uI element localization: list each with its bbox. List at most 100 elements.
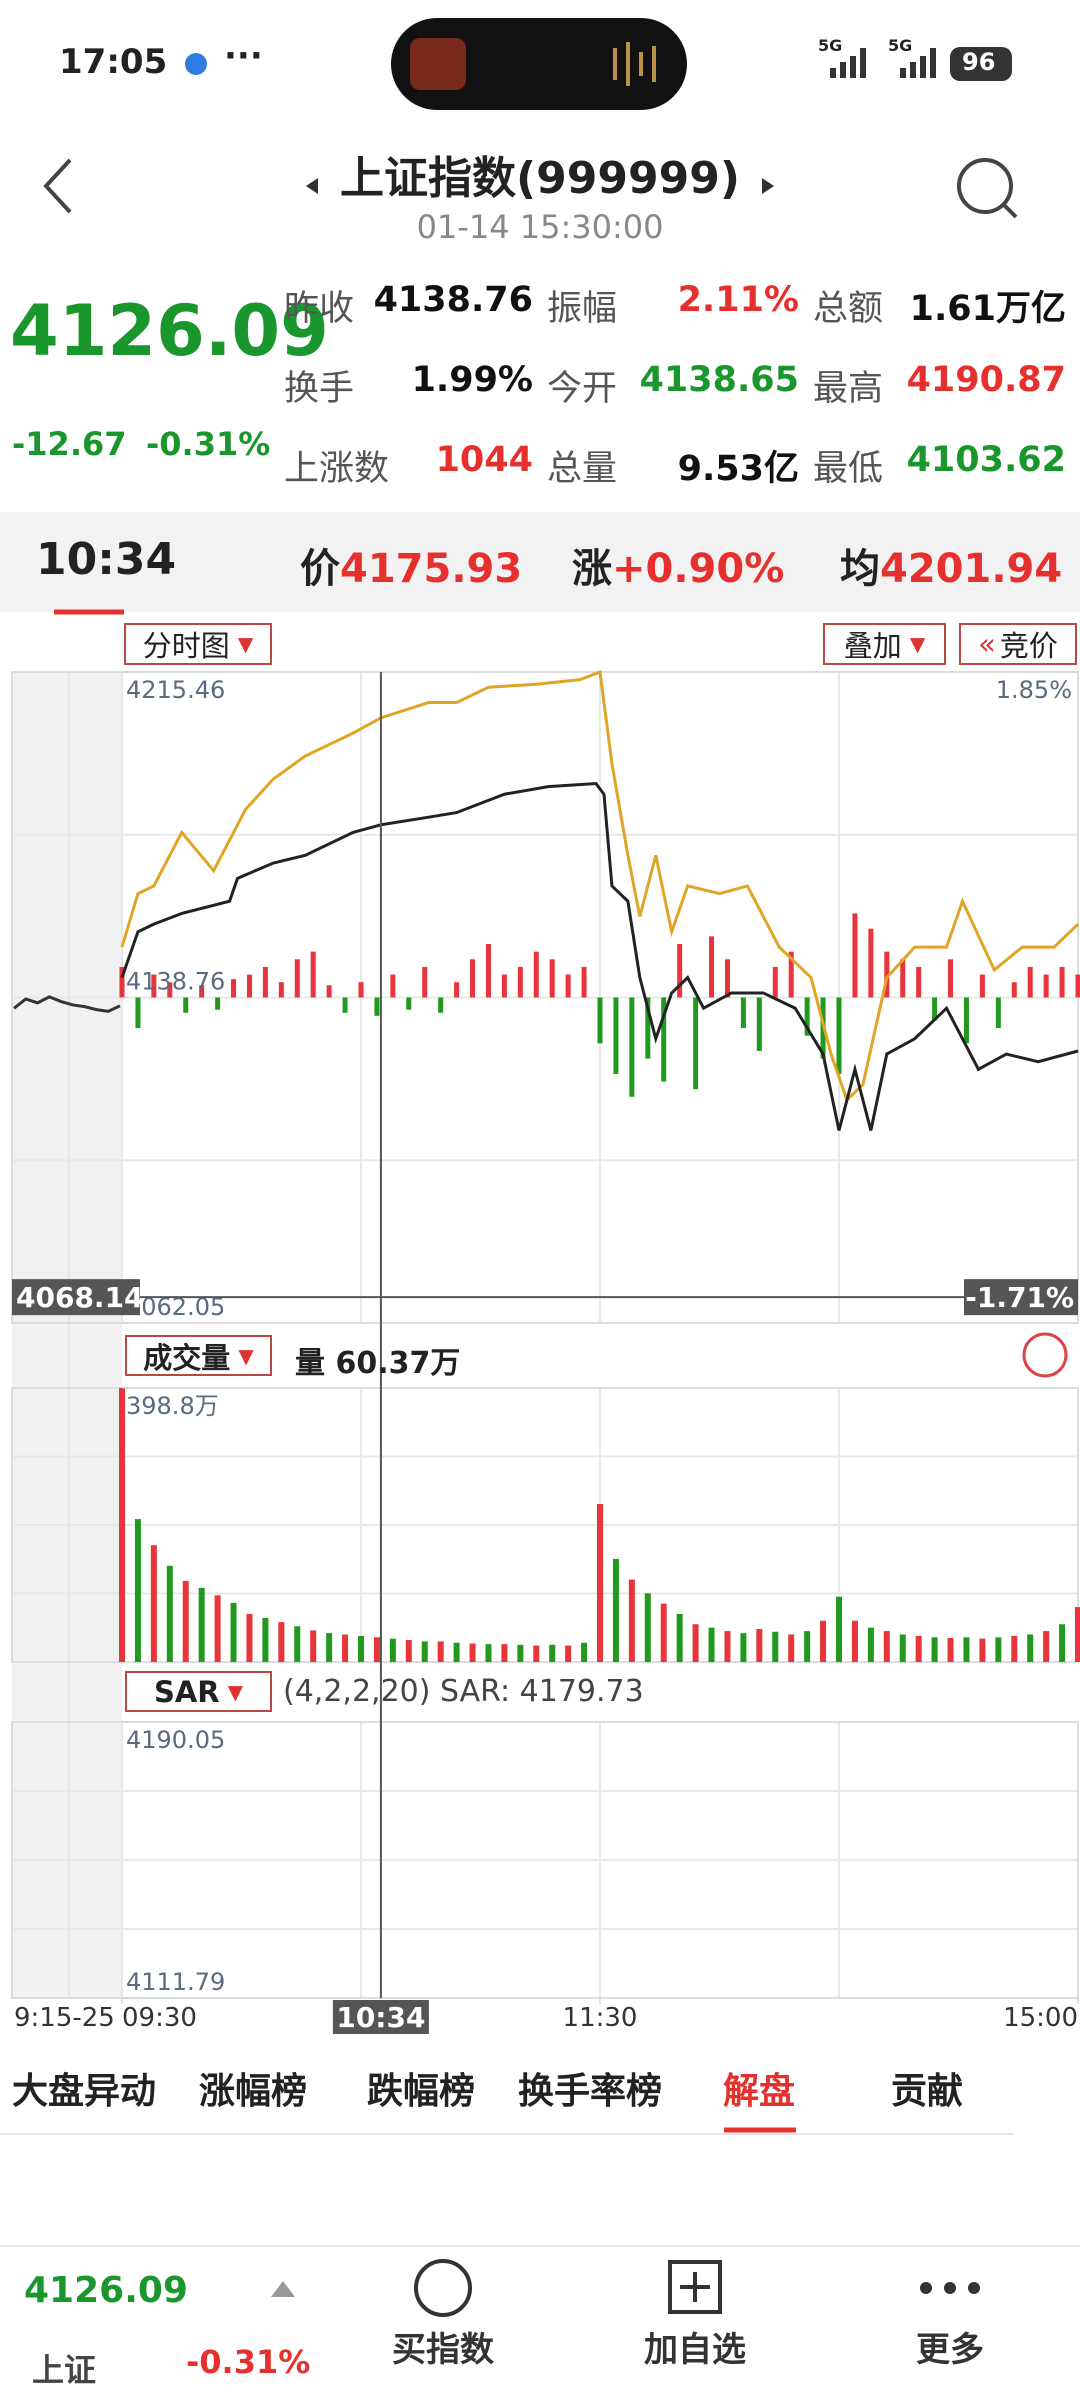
change-bar xyxy=(836,997,842,1074)
change-bar xyxy=(597,997,603,1044)
volume-mode[interactable]: 成交量 ▼ xyxy=(125,1335,272,1376)
field-value: 4103.62 xyxy=(906,440,1066,480)
volume-bar xyxy=(724,1631,731,1662)
change-bar xyxy=(1027,966,1033,998)
change-bar xyxy=(501,974,507,998)
status-dots: ··· xyxy=(224,36,263,76)
change-bar xyxy=(422,966,428,998)
field-value: 4138.76 xyxy=(373,280,533,320)
network: 5G xyxy=(818,36,843,55)
prev-arrow[interactable] xyxy=(306,178,318,194)
change-bar xyxy=(438,997,444,1013)
add-icon[interactable] xyxy=(668,2260,722,2314)
x-tick-label: 15:00 xyxy=(1003,2003,1078,2033)
indicator-mode[interactable]: SAR ▼ xyxy=(125,1671,272,1712)
volume-bar xyxy=(676,1613,683,1662)
volume-bar xyxy=(246,1613,253,1662)
volume-bar xyxy=(119,1388,125,1662)
footer-name: 上证 xyxy=(32,2351,97,2389)
change-bar xyxy=(565,974,571,998)
search-handle xyxy=(1002,203,1018,219)
field-value: 2.11% xyxy=(677,280,799,320)
change-bar xyxy=(167,982,173,998)
volume-bar xyxy=(453,1642,460,1662)
tab[interactable]: 跌幅榜 xyxy=(366,2071,476,2112)
volume-bar xyxy=(1011,1635,1018,1662)
camera-island xyxy=(391,18,687,110)
volume-bar xyxy=(421,1641,428,1662)
search-button[interactable] xyxy=(957,158,1013,214)
volume-bar xyxy=(931,1637,938,1662)
volume-bar xyxy=(342,1634,349,1662)
change-bar xyxy=(1059,966,1065,998)
change-bar xyxy=(948,959,954,998)
panel-frame xyxy=(11,1721,1079,1999)
next-arrow[interactable] xyxy=(762,178,774,194)
more-icon[interactable] xyxy=(920,2282,980,2294)
volume-bar xyxy=(820,1620,827,1662)
cursor-change: 涨+0.90% xyxy=(572,536,784,594)
tab[interactable]: 解盘 xyxy=(722,2071,796,2112)
action[interactable]: 加自选 xyxy=(644,2330,746,2370)
auction-button[interactable]: «竞价 xyxy=(959,623,1077,665)
crosshair-box xyxy=(12,1279,140,1316)
change-pct: -0.31% xyxy=(146,425,271,463)
premarket-area xyxy=(12,672,122,1998)
change-bar xyxy=(693,997,699,1090)
y-tick-label: 4190.05 xyxy=(126,1726,225,1754)
volume-bar xyxy=(963,1637,970,1662)
action[interactable]: 更多 xyxy=(916,2330,984,2370)
change-bar xyxy=(629,997,635,1097)
label: 成交量 xyxy=(143,1340,231,1375)
change-bar xyxy=(215,997,221,1010)
settings-icon[interactable] xyxy=(1022,1332,1068,1378)
change-bar xyxy=(788,951,794,998)
label: 竞价 xyxy=(999,629,1058,663)
overlay-button[interactable]: 叠加 ▼ xyxy=(823,623,946,665)
chart-mode[interactable]: 分时图 ▼ xyxy=(124,623,272,665)
field-value: 1044 xyxy=(435,440,533,480)
volume-bar xyxy=(294,1626,301,1662)
volume-bar xyxy=(708,1627,715,1662)
field-value: 4138.65 xyxy=(639,360,799,400)
tab[interactable]: 涨幅榜 xyxy=(198,2071,308,2112)
cursor-time: 10:34 xyxy=(36,534,177,585)
change-bar xyxy=(470,959,476,998)
change-bar xyxy=(485,944,491,998)
back-button[interactable] xyxy=(43,158,72,214)
field-label: 最高 xyxy=(813,369,884,409)
change-bar xyxy=(581,966,587,998)
buy-icon[interactable] xyxy=(414,2259,472,2317)
auction-label: 9:15-25 xyxy=(14,2003,115,2033)
volume-bar xyxy=(581,1642,588,1662)
battery-level: 96 xyxy=(962,48,996,76)
field-label: 上涨数 xyxy=(284,449,390,489)
volume-bar xyxy=(883,1631,890,1662)
field-label: 总量 xyxy=(547,449,618,489)
volume-bar xyxy=(278,1622,285,1662)
change-bar xyxy=(151,974,157,998)
value: 4201.94 xyxy=(880,546,1063,592)
label: 均 xyxy=(840,546,880,592)
indicator-info: (4,2,2,20) SAR: 4179.73 xyxy=(283,1674,644,1709)
volume-bar xyxy=(262,1618,269,1662)
status-time: 17:05 xyxy=(59,42,168,82)
tab[interactable]: 换手率榜 xyxy=(517,2071,663,2112)
field-label: 总额 xyxy=(813,289,884,329)
volume-bar xyxy=(692,1624,699,1662)
action[interactable]: 买指数 xyxy=(392,2330,494,2370)
change-bar xyxy=(262,966,268,998)
volume-bar xyxy=(644,1593,651,1662)
volume-bar xyxy=(1043,1631,1050,1662)
tab[interactable]: 贡献 xyxy=(890,2071,964,2112)
change-bar xyxy=(199,985,205,998)
dropdown: ▼ xyxy=(238,1343,254,1368)
volume-bar xyxy=(772,1631,779,1662)
y-tick-label: 4111.79 xyxy=(126,1968,225,1996)
tab[interactable]: 大盘异动 xyxy=(11,2071,157,2112)
battery xyxy=(950,47,1012,81)
cursor-band xyxy=(0,512,1080,612)
change-bar xyxy=(549,959,555,998)
value: +0.90% xyxy=(612,546,785,592)
